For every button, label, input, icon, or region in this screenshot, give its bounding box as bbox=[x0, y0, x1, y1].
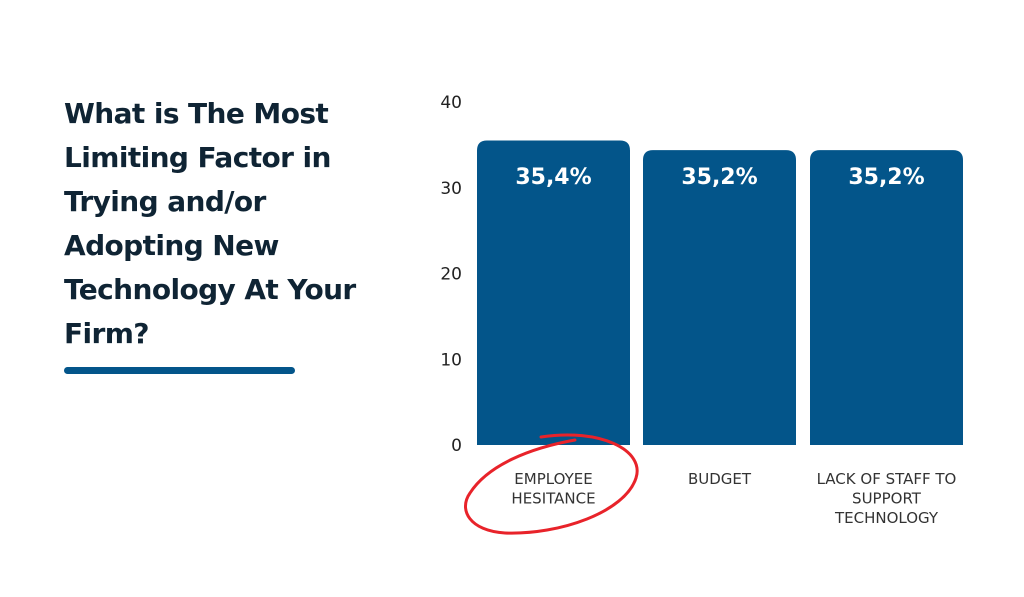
y-tick-label: 20 bbox=[440, 265, 462, 285]
bar bbox=[477, 140, 630, 445]
x-category-label: EMPLOYEE bbox=[514, 470, 592, 488]
title-line: What is The Most bbox=[64, 97, 329, 130]
title-line: Trying and/or bbox=[64, 185, 266, 218]
data-label: 35,2% bbox=[681, 165, 757, 190]
x-category-label: HESITANCE bbox=[511, 490, 595, 508]
x-category-label: LACK OF STAFF TO bbox=[817, 470, 957, 488]
y-tick-label: 10 bbox=[440, 350, 462, 370]
title-line: Limiting Factor in bbox=[64, 141, 331, 174]
bar bbox=[810, 150, 963, 445]
x-category-label: BUDGET bbox=[688, 470, 752, 488]
data-label: 35,2% bbox=[848, 165, 924, 190]
x-category-label: SUPPORT bbox=[852, 490, 922, 508]
data-label: 35,4% bbox=[515, 165, 591, 190]
x-category-label: TECHNOLOGY bbox=[834, 509, 939, 527]
title-line: Technology At Your bbox=[64, 273, 356, 306]
y-tick-label: 0 bbox=[451, 436, 462, 456]
title-underline bbox=[64, 367, 295, 374]
title-line: Adopting New bbox=[64, 229, 279, 262]
y-tick-label: 40 bbox=[440, 93, 462, 113]
chart-title: What is The Most Limiting Factor in Trying… bbox=[64, 92, 356, 356]
highlight-circle bbox=[464, 433, 639, 535]
title-line: Firm? bbox=[64, 317, 150, 350]
bar bbox=[643, 150, 796, 445]
y-tick-label: 30 bbox=[440, 179, 462, 199]
